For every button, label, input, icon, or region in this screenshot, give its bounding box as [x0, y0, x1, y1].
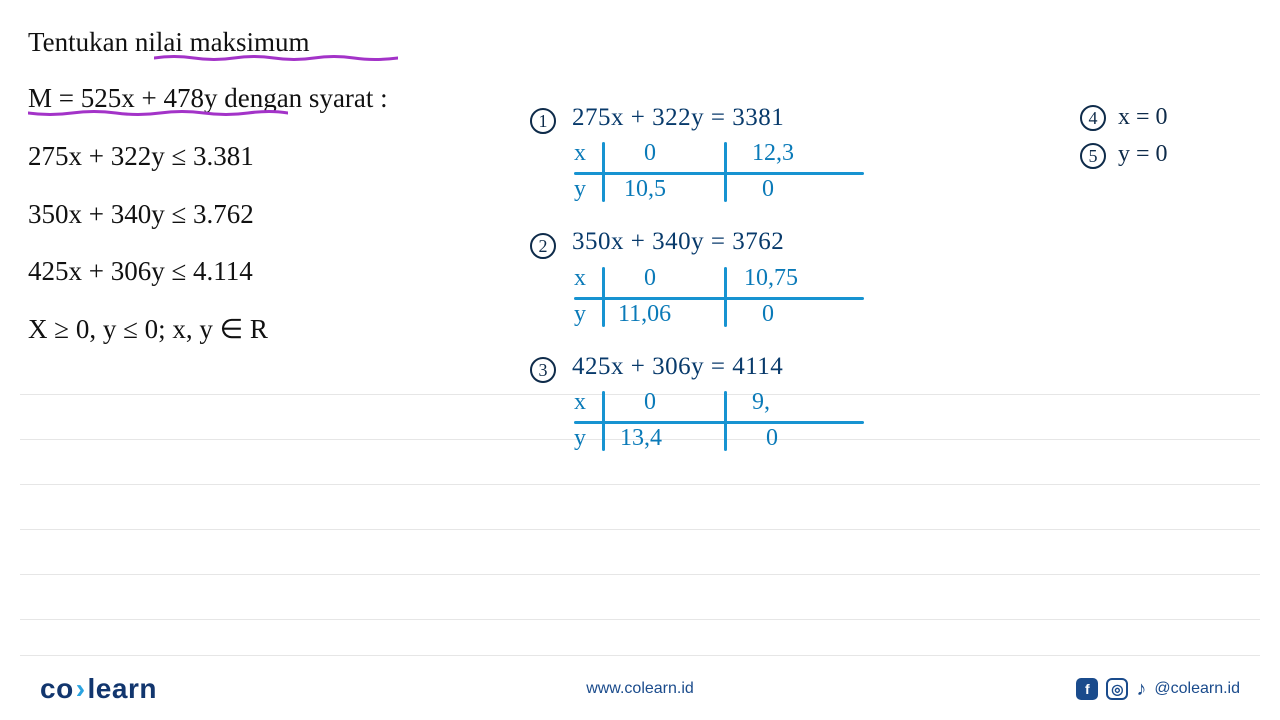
- eq1-y2: 0: [762, 176, 774, 203]
- extra5-text: y = 0: [1118, 141, 1168, 167]
- objective-pre: M = 525x + 478y: [28, 83, 217, 113]
- tiktok-icon: ♪: [1136, 678, 1146, 701]
- eq3-x1: 0: [644, 389, 656, 416]
- table-hline: [574, 297, 864, 300]
- eq2-x-label: x: [574, 265, 586, 292]
- eq3-y2: 0: [766, 425, 778, 452]
- eq2-text: 350x + 340y = 3762: [572, 228, 784, 255]
- eq2-table: x y 0 10,75 11,06 0: [574, 265, 894, 335]
- rule-line: [20, 655, 1260, 656]
- underline-objective: [28, 110, 288, 116]
- circled-2-icon: 2: [530, 233, 556, 259]
- social-handle: @colearn.id: [1154, 680, 1240, 698]
- eq1-text: 275x + 322y = 3381: [572, 104, 784, 131]
- extras: 4 x = 0 5 y = 0: [1080, 104, 1168, 179]
- eq1-x-label: x: [574, 140, 586, 167]
- eq2-x1: 0: [644, 265, 656, 292]
- circled-1-icon: 1: [530, 108, 556, 134]
- circled-4-icon: 4: [1080, 105, 1106, 131]
- eq3-table: x y 0 9, 13,4 0: [574, 389, 894, 459]
- constraint-3: 425x + 306y ≤ 4.114: [28, 251, 488, 293]
- page: Tentukan nilai maksimum M = 525x + 478y …: [0, 0, 1280, 720]
- eq3-text: 425x + 306y = 4114: [572, 353, 783, 380]
- problem-statement: Tentukan nilai maksimum M = 525x + 478y …: [28, 22, 488, 367]
- objective-post: dengan syarat :: [217, 83, 387, 113]
- underline-title: [154, 55, 398, 61]
- table-hline: [574, 172, 864, 175]
- eq1-x1: 0: [644, 140, 656, 167]
- eq1-table: x y 0 12,3 10,5 0: [574, 140, 894, 210]
- logo-sep: ›: [74, 673, 88, 704]
- circled-3-icon: 3: [530, 357, 556, 383]
- eq1-y-label: y: [574, 176, 586, 203]
- table-hline: [574, 421, 864, 424]
- colearn-logo: co›learn: [40, 673, 157, 705]
- extra-4: 4 x = 0: [1080, 104, 1168, 131]
- logo-learn: learn: [88, 673, 157, 704]
- footer-url: www.colearn.id: [586, 680, 694, 698]
- eq2-x2: 10,75: [744, 265, 798, 292]
- rule-line: [20, 574, 1260, 575]
- eq2-y-label: y: [574, 301, 586, 328]
- eq2-y1: 11,06: [618, 301, 671, 328]
- title-pre: Tentukan: [28, 27, 135, 57]
- eq3-x2: 9,: [752, 389, 770, 416]
- eq3-y1: 13,4: [620, 425, 662, 452]
- constraint-2: 350x + 340y ≤ 3.762: [28, 194, 488, 236]
- eq2-row: 2 350x + 340y = 3762: [530, 228, 1110, 258]
- logo-co: co: [40, 673, 74, 704]
- eq3-row: 3 425x + 306y = 4114: [530, 353, 1110, 383]
- eq1-row: 1 275x + 322y = 3381: [530, 104, 1110, 134]
- eq1-y1: 10,5: [624, 176, 666, 203]
- facebook-icon: f: [1076, 678, 1098, 700]
- eq1-x2: 12,3: [752, 140, 794, 167]
- rule-line: [20, 484, 1260, 485]
- eq2-y2: 0: [762, 301, 774, 328]
- circled-5-icon: 5: [1080, 143, 1106, 169]
- title-emph: nilai maksimum: [135, 27, 310, 57]
- extra-5: 5 y = 0: [1080, 141, 1168, 168]
- footer: co›learn www.colearn.id f ◎ ♪ @colearn.i…: [0, 662, 1280, 720]
- handwritten-work: 1 275x + 322y = 3381 x y 0 12,3 10,5 0 2…: [530, 104, 1110, 459]
- extra4-text: x = 0: [1118, 104, 1168, 130]
- constraint-4: X ≥ 0, y ≤ 0; x, y ∈ R: [28, 309, 488, 351]
- eq3-x-label: x: [574, 389, 586, 416]
- instagram-icon: ◎: [1106, 678, 1128, 700]
- rule-line: [20, 529, 1260, 530]
- rule-line: [20, 619, 1260, 620]
- social-group: f ◎ ♪ @colearn.id: [1076, 678, 1240, 701]
- constraint-1: 275x + 322y ≤ 3.381: [28, 136, 488, 178]
- eq3-y-label: y: [574, 425, 586, 452]
